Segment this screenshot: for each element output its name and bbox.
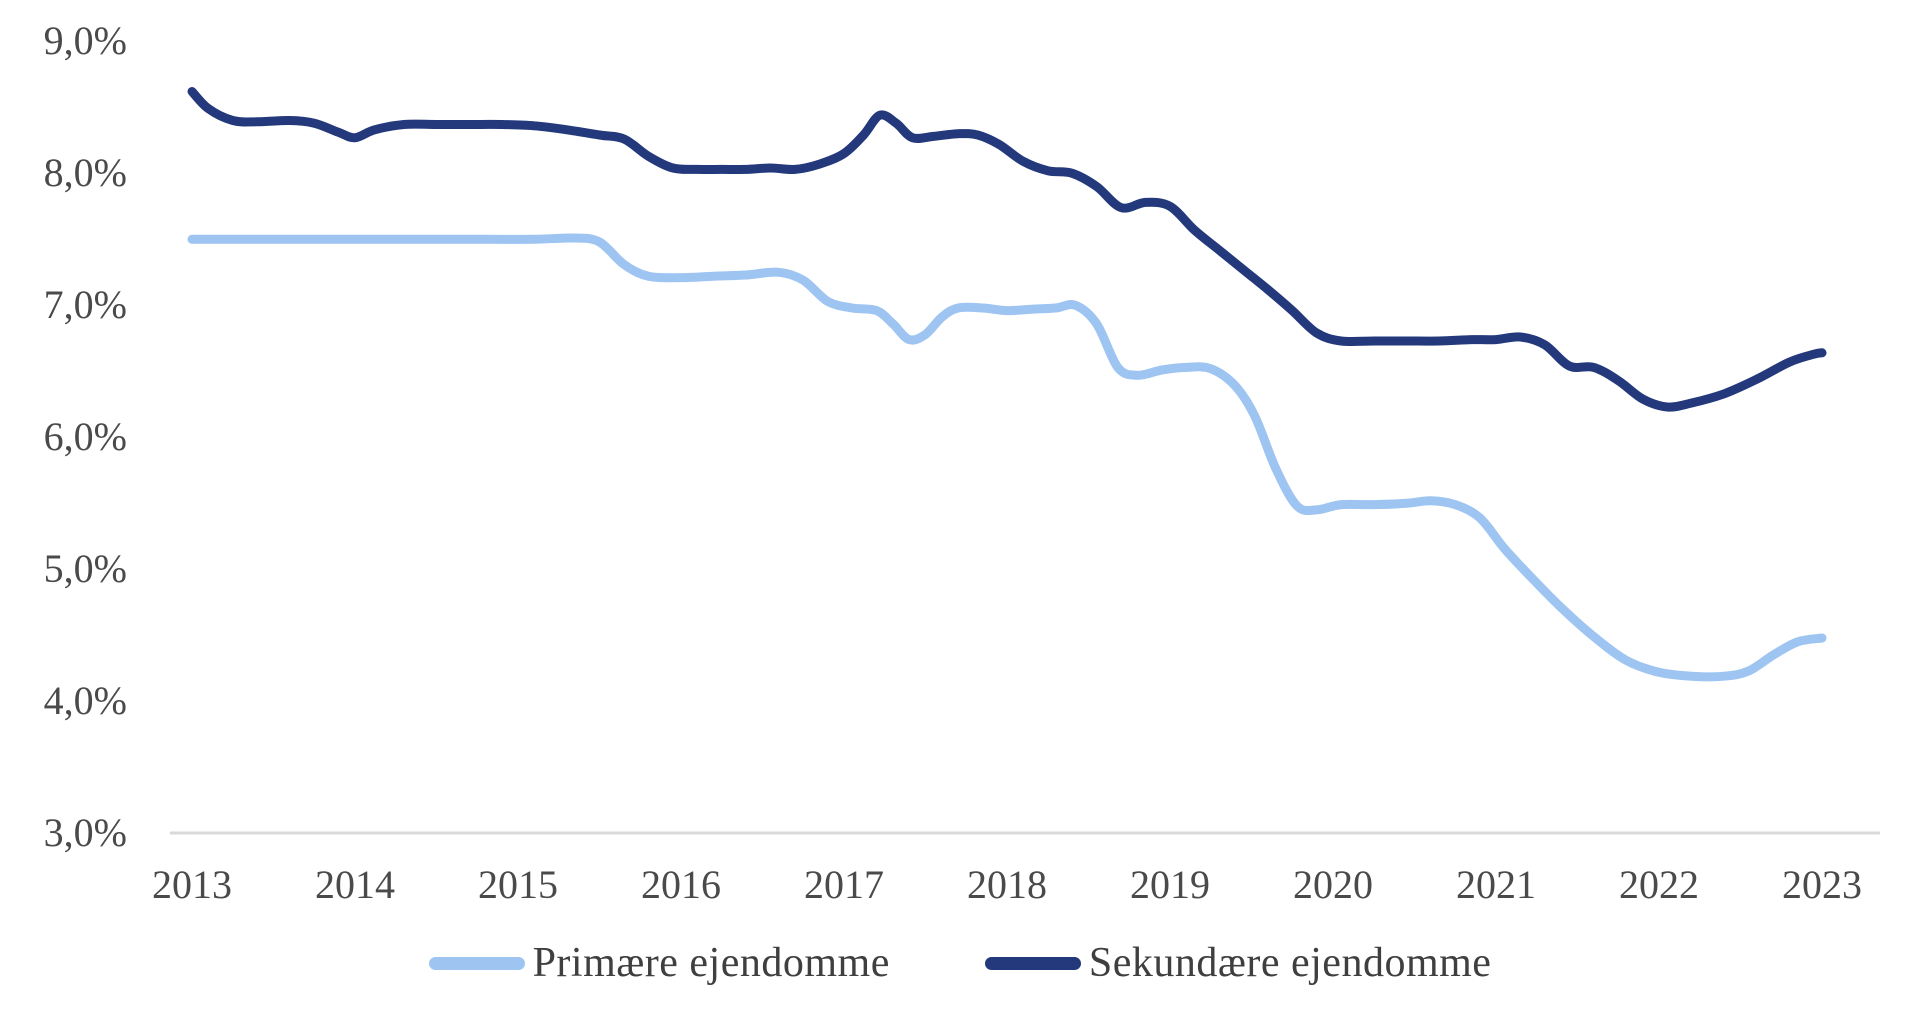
x-axis-tick-label: 2016 — [641, 862, 721, 907]
y-axis-tick-label: 8,0% — [44, 150, 127, 195]
y-axis-tick-label: 9,0% — [44, 18, 127, 63]
y-axis-tick-label: 5,0% — [44, 546, 127, 591]
x-axis-tick-label: 2023 — [1782, 862, 1862, 907]
y-axis-tick-label: 4,0% — [44, 678, 127, 723]
x-axis-tick-label: 2022 — [1619, 862, 1699, 907]
x-axis-tick-label: 2017 — [804, 862, 884, 907]
legend-label-primary: Primære ejendomme — [532, 940, 890, 986]
legend-item-primary: Primære ejendomme — [428, 940, 890, 986]
x-axis-tick-label: 2015 — [478, 862, 558, 907]
y-axis-tick-label: 6,0% — [44, 414, 127, 459]
y-axis-tick-label: 7,0% — [44, 282, 127, 327]
legend-label-secondary: Sekundære ejendomme — [1088, 940, 1492, 986]
legend-swatch-primary-icon — [428, 956, 525, 970]
y-axis-tick-label: 3,0% — [44, 810, 127, 855]
x-axis-tick-label: 2014 — [315, 862, 395, 907]
x-axis-tick-label: 2020 — [1293, 862, 1373, 907]
legend-item-secondary: Sekundære ejendomme — [984, 940, 1492, 986]
secondary-series-line — [187, 87, 1827, 412]
x-axis-tick-label: 2013 — [152, 862, 232, 907]
x-axis-tick-label: 2021 — [1456, 862, 1536, 907]
legend-swatch-secondary-icon — [984, 956, 1081, 970]
chart-legend: Primære ejendomme Sekundære ejendomme — [0, 928, 1920, 998]
primary-series-line — [187, 233, 1827, 682]
x-axis-tick-label: 2019 — [1130, 862, 1210, 907]
x-axis-tick-label: 2018 — [967, 862, 1047, 907]
